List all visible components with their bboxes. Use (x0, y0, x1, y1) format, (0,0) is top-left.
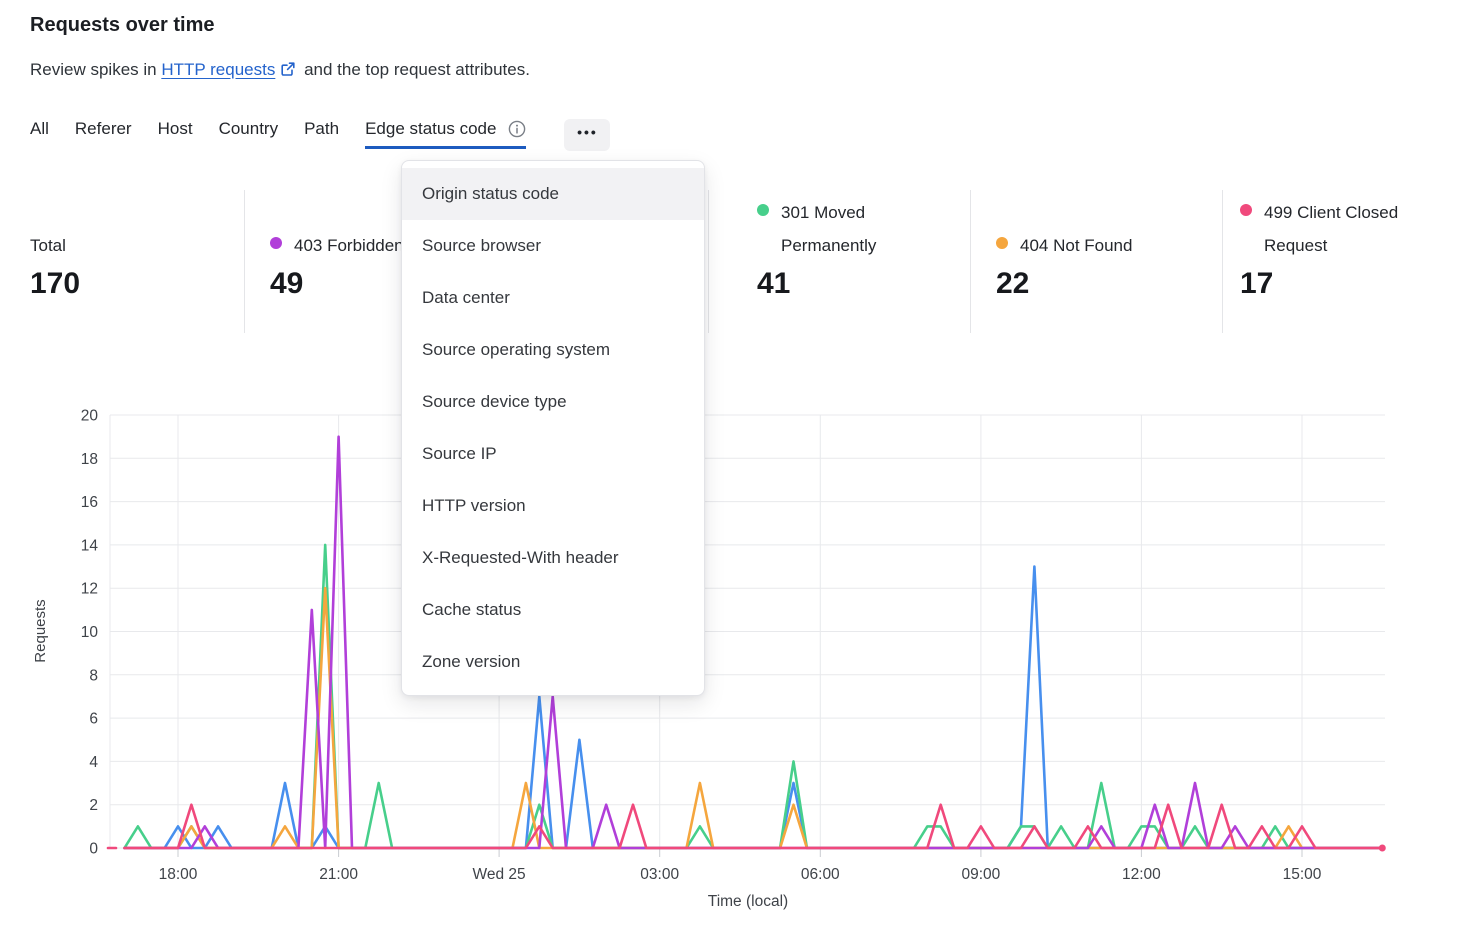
tab-label: Referer (74, 119, 132, 138)
more-attributes-button[interactable]: ••• (564, 119, 611, 151)
stat-legend: Total (30, 229, 66, 262)
y-axis-title: Requests (32, 599, 49, 662)
stat-value: 22 (996, 267, 1030, 300)
stat-label: 403 Forbidden (294, 236, 404, 255)
menu-item-http-version[interactable]: HTTP version (422, 496, 526, 515)
legend-dot-icon (996, 237, 1008, 249)
menu-item-cache-status[interactable]: Cache status (422, 600, 522, 619)
stat-legend: 301 Moved Permanently (757, 196, 913, 262)
y-tick-label: 8 (89, 667, 98, 684)
stat-divider (970, 190, 971, 333)
series-line-403-forbidden (123, 435, 1384, 850)
stat-label-area: 404 Not Found (996, 190, 1132, 262)
subtitle-text: Review spikes in (30, 60, 162, 79)
menu-item-source-operating-system[interactable]: Source operating system (422, 340, 611, 359)
subtitle: Review spikes in HTTP requests and the t… (30, 60, 530, 80)
legend-dot-icon (1240, 204, 1252, 216)
stat-legend: 404 Not Found (996, 229, 1132, 262)
x-tick-label: 12:00 (1122, 866, 1161, 883)
y-tick-label: 20 (81, 408, 99, 425)
stat-label-area: 301 Moved Permanently (757, 190, 913, 262)
page-title: Requests over time (30, 14, 215, 36)
stat-divider (1222, 190, 1223, 333)
stat-label: 499 Client Closed Request (1264, 203, 1399, 255)
tab-edge-status-code[interactable]: Edge status code (365, 119, 527, 149)
y-tick-label: 16 (81, 494, 98, 511)
stat-label: 301 Moved Permanently (781, 203, 877, 255)
tab-label: Host (157, 119, 193, 138)
stat-value: 17 (1240, 267, 1274, 300)
tab-all[interactable]: All (30, 119, 49, 149)
series-end-dot (1378, 844, 1386, 852)
stat-label-area: 403 Forbidden (270, 190, 404, 262)
attribute-dropdown-menu: Origin status code Source browser Data cen… (401, 160, 705, 696)
stat-label: Total (30, 236, 66, 255)
tab-label: Country (218, 119, 279, 138)
stat-divider (244, 190, 245, 333)
info-icon[interactable] (508, 120, 526, 138)
series-line-blue (123, 565, 1384, 850)
y-tick-label: 10 (81, 624, 99, 641)
stat-divider (708, 190, 709, 333)
stat-value: 41 (757, 267, 791, 300)
stat-404-not-found: 404 Not Found 22 (996, 190, 1132, 301)
stat-label-area: 499 Client Closed Request (1240, 190, 1416, 262)
menu-item-zone-version[interactable]: Zone version (422, 652, 521, 671)
tab-country[interactable]: Country (219, 119, 279, 149)
y-tick-label: 6 (89, 711, 98, 728)
series-line-301-moved-permanently (123, 543, 1384, 850)
x-tick-label: Wed 25 (473, 866, 526, 883)
stat-label: 404 Not Found (1020, 236, 1133, 255)
stats-row: Total 170 403 Forbidden 49 301 Moved Permane… (0, 190, 1458, 335)
y-tick-label: 0 (89, 841, 98, 858)
tab-label: All (30, 119, 49, 138)
menu-item-origin-status-code[interactable]: Origin status code (402, 168, 704, 220)
tab-referer[interactable]: Referer (75, 119, 132, 149)
tab-path[interactable]: Path (304, 119, 339, 149)
x-tick-label: 09:00 (962, 866, 1001, 883)
menu-item-data-center[interactable]: Data center (422, 288, 510, 307)
http-requests-link[interactable]: HTTP requests (161, 60, 276, 79)
stat-value: 49 (270, 267, 304, 300)
stat-legend: 403 Forbidden (270, 229, 404, 262)
stat-403-forbidden: 403 Forbidden 49 (270, 190, 404, 301)
stat-legend: 499 Client Closed Request (1240, 196, 1416, 262)
y-tick-label: 2 (89, 797, 98, 814)
legend-dot-icon (270, 237, 282, 249)
tab-host[interactable]: Host (158, 119, 193, 149)
stat-total: Total 170 (30, 190, 80, 301)
menu-item-source-device-type[interactable]: Source device type (422, 392, 567, 411)
tab-label: Path (304, 119, 340, 138)
external-link-icon (281, 62, 295, 76)
stat-value: 170 (30, 267, 81, 300)
menu-item-source-ip[interactable]: Source IP (422, 444, 497, 463)
menu-item-source-browser[interactable]: Source browser (422, 236, 542, 255)
x-tick-label: 21:00 (319, 866, 358, 883)
y-tick-label: 18 (81, 451, 98, 468)
x-tick-label: 18:00 (159, 866, 198, 883)
x-tick-label: 03:00 (640, 866, 679, 883)
stat-label-area: Total (30, 190, 80, 262)
y-tick-label: 14 (81, 537, 99, 554)
subtitle-text-end: and the top request attributes. (299, 60, 530, 79)
x-axis-title: Time (local) (708, 893, 788, 910)
tab-label: Edge status code (365, 119, 497, 138)
stat-499-client-closed-request: 499 Client Closed Request 17 (1240, 190, 1416, 301)
stat-301-moved-permanently: 301 Moved Permanently 41 (757, 190, 913, 301)
legend-dot-icon (757, 204, 769, 216)
attribute-tabs: All Referer Host Country Path Edge status cod… (30, 119, 611, 151)
x-tick-label: 15:00 (1283, 866, 1322, 883)
x-tick-label: 06:00 (801, 866, 840, 883)
y-tick-label: 12 (81, 581, 98, 598)
series-line-404-not-found (123, 586, 1384, 850)
y-tick-label: 4 (89, 754, 98, 771)
menu-item-x-requested-with-header[interactable]: X-Requested-With header (422, 548, 619, 567)
series-line-499-client-closed-request (123, 803, 1384, 850)
